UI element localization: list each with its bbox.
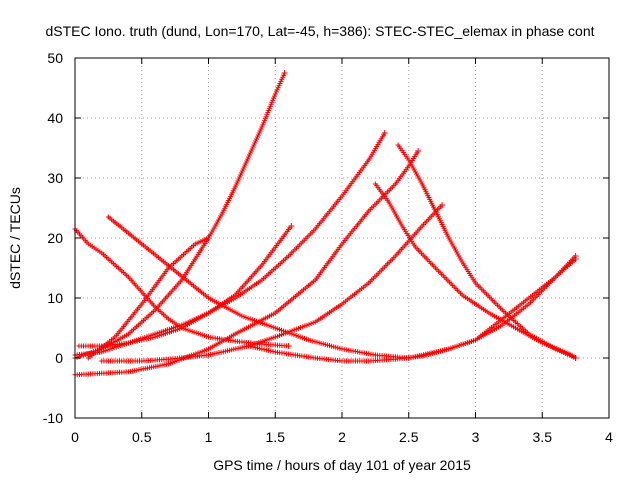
x-tick-label: 2.5: [399, 429, 419, 445]
series-9: [246, 253, 579, 364]
series-markers: [246, 253, 579, 364]
series-8: [99, 202, 446, 364]
series-markers: [85, 235, 212, 361]
x-tick-label: 3.5: [533, 429, 553, 445]
series-1: [72, 70, 288, 361]
y-tick-label: 0: [55, 350, 63, 366]
series-6: [105, 214, 412, 361]
series-markers: [72, 226, 292, 349]
y-tick-label: -10: [43, 410, 63, 426]
x-tick-label: 1.5: [266, 429, 286, 445]
x-tick-label: 4: [605, 429, 613, 445]
x-tick-label: 1: [205, 429, 213, 445]
y-tick-label: 30: [47, 170, 63, 186]
series-5: [85, 235, 212, 361]
x-tick-label: 0: [71, 429, 79, 445]
series-2: [72, 226, 292, 349]
y-axis-label: dSTEC / TECUs: [7, 187, 23, 289]
series-10: [395, 142, 579, 361]
x-axis-label: GPS time / hours of day 101 of year 2015: [213, 457, 471, 473]
y-tick-label: 50: [47, 50, 63, 66]
series-markers: [99, 202, 446, 364]
series-markers: [395, 142, 579, 361]
series-markers: [406, 256, 579, 361]
y-tick-label: 40: [47, 110, 63, 126]
series-markers: [72, 70, 288, 361]
y-tick-label: 20: [47, 230, 63, 246]
series-12: [406, 256, 579, 361]
x-axis-ticks: 0 0.5 1 1.5 2 2.5 3 3.5 4: [71, 58, 613, 445]
x-tick-label: 3: [472, 429, 480, 445]
y-tick-label: 10: [47, 290, 63, 306]
y-axis-ticks: -10 0 10 20 30 40 50: [43, 50, 609, 426]
x-tick-label: 0.5: [132, 429, 152, 445]
series-markers: [105, 214, 412, 361]
data-series: [72, 70, 579, 378]
grid-lines: [75, 58, 609, 418]
series-11: [372, 181, 579, 361]
x-tick-label: 2: [338, 429, 346, 445]
series-markers: [372, 181, 579, 361]
chart-title: dSTEC Iono. truth (dund, Lon=170, Lat=-4…: [45, 23, 594, 39]
